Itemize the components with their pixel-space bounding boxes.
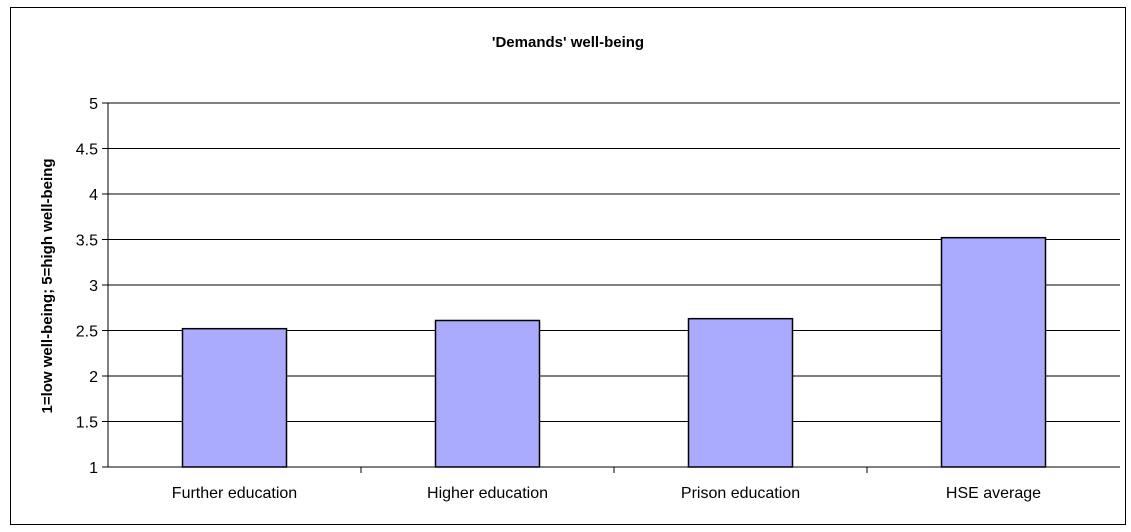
bar	[940, 236, 1047, 468]
bars	[181, 236, 1047, 468]
x-tick-label: HSE average	[946, 485, 1041, 502]
x-tick-label: Higher education	[427, 485, 548, 502]
y-tick-label: 4.5	[76, 142, 98, 159]
chart-title: 'Demands' well-being	[492, 34, 644, 51]
bar	[181, 327, 288, 468]
y-tick-label: 1	[89, 460, 98, 477]
axes	[102, 102, 1120, 473]
bar	[434, 319, 541, 468]
x-tick-label: Prison education	[681, 485, 800, 502]
x-tick-label: Further education	[172, 485, 297, 502]
y-tick-label: 3.5	[76, 233, 98, 250]
y-tick-label: 2	[89, 369, 98, 386]
y-tick-label: 4	[89, 187, 98, 204]
y-tick-label: 3	[89, 278, 98, 295]
bar	[687, 317, 794, 468]
y-tick-label: 5	[89, 96, 98, 113]
y-tick-labels: 1 1.5 2 2.5 3 3.5 4 4.5 5	[76, 96, 98, 477]
y-tick-label: 1.5	[76, 415, 98, 432]
y-tick-label: 2.5	[76, 324, 98, 341]
x-tick-labels: Further education Higher education Prison …	[172, 485, 1041, 502]
y-axis-label: 1=low well-being; 5=high well-being	[39, 158, 56, 413]
